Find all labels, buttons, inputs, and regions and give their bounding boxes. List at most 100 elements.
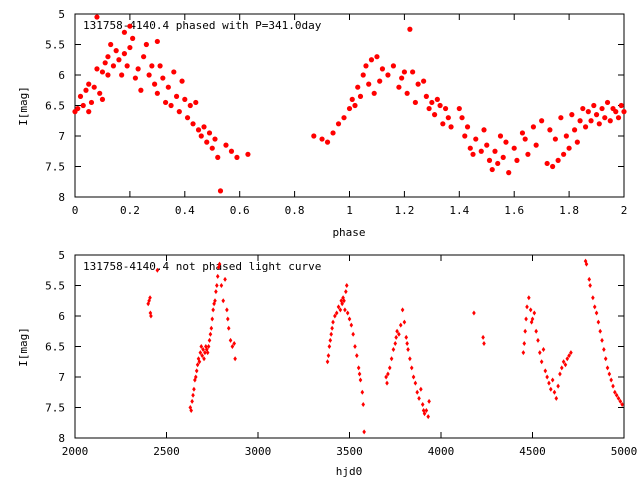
unphased-data-point xyxy=(219,283,224,288)
unphased-data-point xyxy=(357,371,362,377)
unphased-data-point xyxy=(587,276,592,282)
phased-data-point xyxy=(173,93,180,99)
phased-data-point xyxy=(154,38,160,45)
phased-data-point xyxy=(366,81,372,87)
phased-x-tick-label: 0.2 xyxy=(120,204,140,217)
unphased-data-point xyxy=(398,322,403,328)
unphased-data-point xyxy=(596,319,601,325)
phased-data-point xyxy=(456,105,462,112)
phased-data-point xyxy=(591,102,597,109)
unphased-data-point xyxy=(565,356,570,362)
unphased-data-point xyxy=(343,307,347,313)
phased-data-point xyxy=(462,133,468,139)
phased-data-point xyxy=(187,102,193,109)
unphased-data-point xyxy=(481,334,485,340)
unphased-data-point xyxy=(395,328,399,334)
phased-data-point xyxy=(574,139,580,145)
phased-data-point xyxy=(423,93,429,99)
unphased-data-point xyxy=(344,283,349,288)
phased-x-tick-label: 0.6 xyxy=(230,204,250,217)
phased-data-point xyxy=(102,60,108,66)
phased-data-point xyxy=(497,133,504,139)
unphased-data-point xyxy=(331,319,335,325)
unphased-data-point xyxy=(527,295,531,301)
phased-y-tick-label: 8 xyxy=(58,191,65,204)
unphased-y-tick-label: 5 xyxy=(58,249,65,262)
phased-x-axis-title: phase xyxy=(332,226,365,239)
unphased-data-point xyxy=(327,344,332,349)
phased-data-point xyxy=(217,188,224,194)
unphased-x-tick-label: 2500 xyxy=(153,445,180,458)
phased-data-point xyxy=(206,130,213,136)
unphased-data-point xyxy=(225,307,229,313)
unphased-data-point xyxy=(598,328,603,334)
unphased-data-point xyxy=(415,389,420,395)
phased-data-point xyxy=(514,157,520,163)
phased-data-point xyxy=(149,63,155,69)
phased-data-point xyxy=(135,66,141,72)
phased-data-point xyxy=(77,93,84,99)
phased-data-point xyxy=(588,118,594,124)
phased-x-tick-label: 1.6 xyxy=(504,204,524,217)
unphased-data-point xyxy=(569,350,573,356)
unphased-data-point xyxy=(607,371,612,377)
phased-data-point xyxy=(138,87,144,93)
unphased-data-point xyxy=(356,365,361,371)
phased-data-point xyxy=(116,57,122,63)
phased-data-point xyxy=(481,127,487,133)
unphased-data-point xyxy=(148,295,152,301)
unphased-data-point xyxy=(199,344,204,349)
unphased-data-point xyxy=(419,386,423,392)
unphased-data-point xyxy=(204,347,209,353)
phased-data-point xyxy=(86,81,92,87)
phased-data-point xyxy=(467,145,473,151)
unphased-data-point xyxy=(618,398,623,404)
unphased-data-point xyxy=(360,389,365,395)
unphased-data-point xyxy=(206,344,211,349)
phased-data-point xyxy=(385,72,391,78)
unphased-data-point xyxy=(384,374,388,380)
unphased-data-point xyxy=(420,401,425,407)
phased-data-point xyxy=(184,115,191,121)
phased-data-point xyxy=(193,99,199,106)
unphased-data-point xyxy=(190,398,194,404)
unphased-data-point xyxy=(427,398,431,404)
phased-data-point xyxy=(245,151,251,157)
phased-data-point xyxy=(489,166,495,173)
phased-data-point xyxy=(602,115,608,121)
phased-data-point xyxy=(492,148,498,154)
unphased-data-point xyxy=(539,359,544,365)
phased-data-point xyxy=(223,142,229,148)
unphased-y-axis-title: I[mag] xyxy=(17,327,30,367)
phased-data-point xyxy=(127,23,133,29)
phased-data-point xyxy=(311,133,317,139)
unphased-data-point xyxy=(198,350,203,356)
phased-data-point xyxy=(503,139,509,145)
phased-data-point xyxy=(621,109,627,115)
unphased-data-point xyxy=(409,365,414,371)
unphased-data-point xyxy=(389,356,394,362)
unphased-data-point xyxy=(600,337,604,343)
unphased-data-point xyxy=(424,408,429,414)
unphased-data-point xyxy=(209,325,214,331)
phased-data-point xyxy=(201,124,207,130)
unphased-data-point xyxy=(522,340,527,346)
phased-x-tick-label: 0.4 xyxy=(175,204,195,217)
phased-data-point xyxy=(561,151,567,157)
unphased-data-point xyxy=(592,304,597,310)
phased-data-point xyxy=(319,136,325,142)
unphased-y-tick-label: 6.5 xyxy=(45,341,65,354)
unphased-data-point xyxy=(541,347,546,353)
phased-data-point xyxy=(379,66,386,72)
phased-data-point xyxy=(407,26,413,32)
unphased-y-tick-label: 7.5 xyxy=(45,402,65,415)
unphased-data-point xyxy=(614,392,619,398)
unphased-data-point xyxy=(210,316,215,322)
unphased-data-point xyxy=(330,325,334,331)
phased-x-tick-label: 1.8 xyxy=(559,204,579,217)
phased-data-point xyxy=(195,127,202,133)
unphased-data-point xyxy=(192,386,196,392)
unphased-y-tick-label: 7 xyxy=(58,371,65,384)
unphased-data-point xyxy=(226,325,231,331)
unphased-x-tick-label: 4500 xyxy=(519,445,546,458)
